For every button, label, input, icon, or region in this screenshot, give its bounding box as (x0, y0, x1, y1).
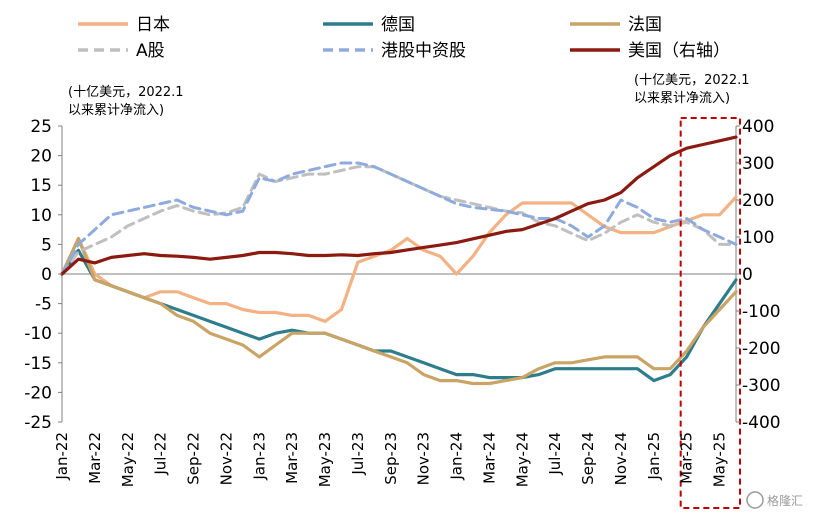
x-tick-label: Mar-25 (678, 432, 696, 484)
legend-label: 美国（右轴） (628, 41, 730, 61)
x-tick-label: Jul-23 (349, 432, 367, 476)
highlight-box (679, 117, 741, 509)
y-left-axis-ticks: 25 20 15 10 5 0 -5 -10 -15 -20 -25 (24, 117, 62, 433)
y-left-tick-label: -20 (24, 383, 52, 403)
plot-area (60, 135, 738, 386)
axis-units: (十亿美元，2022.1 以来累计净流入) (十亿美元，2022.1 以来累计净流入) (68, 73, 750, 118)
series-line-美国（右轴） (60, 135, 738, 276)
x-tick-label: Sep-24 (579, 432, 597, 485)
y-left-unit: 以来累计净流入) (68, 103, 164, 118)
x-tick-label: Jan-25 (645, 432, 663, 481)
x-tick-label: Jul-24 (546, 432, 564, 476)
y-left-tick-label: 5 (41, 235, 52, 255)
x-tick-label: Nov-22 (217, 432, 235, 485)
legend-label: A股 (136, 41, 165, 61)
watermark-text: 格隆汇 (767, 493, 803, 508)
y-left-tick-label: 15 (30, 176, 52, 196)
x-tick-label: Mar-23 (283, 432, 301, 484)
y-left-tick-label: -5 (35, 295, 52, 315)
y-left-tick-label: 25 (30, 117, 52, 137)
x-tick-label: Jul-22 (152, 432, 170, 476)
y-right-tick-label: -300 (742, 376, 781, 396)
legend-label: 德国 (381, 15, 415, 35)
y-right-unit: 以来累计净流入) (634, 91, 730, 106)
legend-label: 日本 (136, 15, 170, 35)
x-tick-label: May-25 (711, 432, 729, 487)
y-right-tick-label: -400 (742, 413, 781, 433)
y-right-unit: (十亿美元，2022.1 (634, 73, 750, 88)
y-left-tick-label: -15 (24, 354, 52, 374)
y-right-tick-label: 400 (742, 117, 774, 137)
series-line-日本 (60, 195, 738, 323)
x-tick-label: Mar-22 (86, 432, 104, 484)
y-right-tick-label: 0 (742, 265, 753, 285)
x-tick-label: Jan-23 (250, 432, 268, 481)
y-right-tick-label: 100 (742, 228, 774, 248)
x-tick-label: Nov-23 (415, 432, 433, 485)
watermark-logo-icon (746, 491, 764, 509)
y-right-tick-label: 300 (742, 154, 774, 174)
x-tick-label: Jan-22 (53, 432, 71, 481)
y-left-tick-label: 10 (30, 206, 52, 226)
series-line-德国 (60, 248, 738, 383)
y-right-axis-ticks: 400 300 200 100 0 -100 -200 -300 -400 (736, 117, 781, 433)
x-tick-label: Sep-22 (185, 432, 203, 485)
x-tick-label: Nov-24 (612, 432, 630, 485)
x-tick-label: May-24 (513, 432, 531, 487)
legend-label: 港股中资股 (381, 41, 466, 61)
y-left-tick-label: 20 (30, 147, 52, 167)
series-line-港股中资股 (60, 161, 738, 276)
y-left-tick-label: -25 (24, 413, 52, 433)
x-axis-ticks: Jan-22 Mar-22 May-22 Jul-22 Sep-22 Nov-22 Jan-… (53, 432, 729, 487)
y-left-unit: (十亿美元，2022.1 (68, 85, 184, 100)
y-right-tick-label: 200 (742, 191, 774, 211)
y-right-tick-label: -200 (742, 339, 781, 359)
x-tick-label: Jan-24 (448, 432, 466, 481)
legend-label: 法国 (628, 15, 662, 35)
y-left-tick-label: 0 (41, 265, 52, 285)
series-line-法国 (60, 236, 738, 386)
legend: 日本 德国 法国 A股 港股中资股 美国（右轴） (78, 15, 730, 61)
x-tick-label: Sep-23 (382, 432, 400, 485)
axes (61, 126, 737, 422)
y-left-tick-label: -10 (24, 324, 52, 344)
series-line-A股 (60, 165, 738, 276)
y-right-tick-label: -100 (742, 302, 781, 322)
highlight-rect (679, 117, 741, 509)
x-tick-label: May-23 (316, 432, 334, 487)
x-tick-label: Mar-24 (480, 432, 498, 484)
watermark: 格隆汇 (746, 491, 803, 509)
x-tick-label: May-22 (119, 432, 137, 487)
